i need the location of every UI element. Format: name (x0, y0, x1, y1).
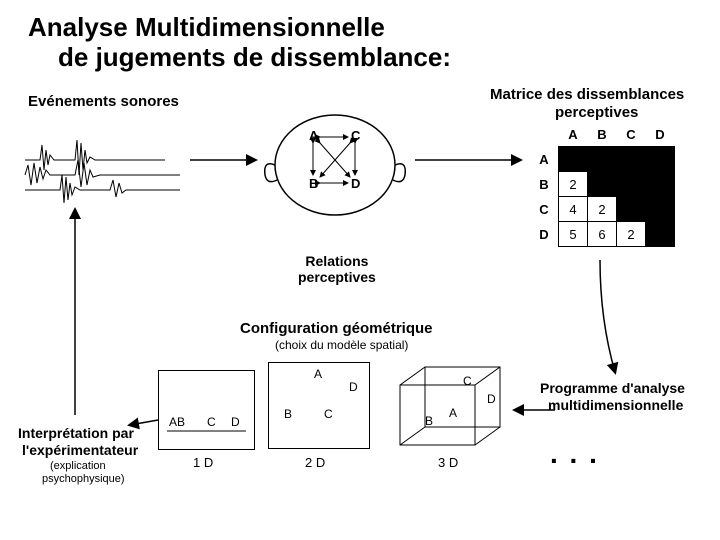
flow-arrows (0, 0, 720, 540)
